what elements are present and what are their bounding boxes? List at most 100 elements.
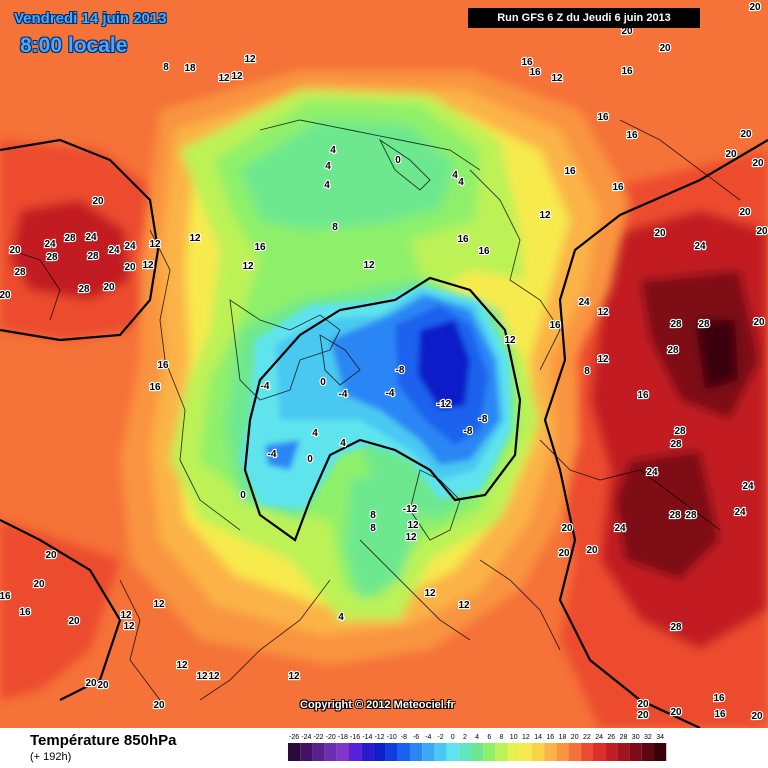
legend-swatch — [556, 743, 569, 761]
temperature-label: 16 — [521, 57, 533, 68]
isotherm-contours — [0, 138, 768, 728]
color-scale-legend: -26 -24 -22 -20 -18 -16 -14 -12 -10 -8 -6 -4 -2 0 2 4 6 8… — [288, 734, 667, 761]
legend-tick-label: 6 — [487, 734, 491, 741]
temperature-label: 12 — [244, 54, 256, 65]
temperature-label: 16 — [529, 67, 541, 78]
temperature-label: 16 — [457, 234, 469, 245]
copyright-notice: Copyright © 2012 Meteociel.fr — [300, 699, 455, 711]
legend-swatch — [312, 743, 325, 761]
temperature-label: 12 — [142, 260, 154, 271]
temperature-label: 16 — [157, 360, 169, 371]
temperature-label: 20 — [561, 523, 573, 534]
temperature-label: 28 — [46, 252, 58, 263]
legend-tick-label: 0 — [451, 734, 455, 741]
temperature-label: 8 — [370, 510, 376, 521]
temperature-label: 24 — [85, 232, 97, 243]
temperature-label: 12 — [218, 73, 230, 84]
temperature-label: 12 — [363, 260, 375, 271]
temperature-label: 16 — [637, 390, 649, 401]
temperature-label: 20 — [740, 129, 752, 140]
temperature-label: 28 — [14, 267, 26, 278]
legend-tick-label: 4 — [475, 734, 479, 741]
forecast-date: Vendredi 14 juin 2013 — [14, 10, 167, 27]
legend-swatch — [397, 743, 410, 761]
legend-swatch — [361, 743, 374, 761]
temperature-label: 24 — [694, 241, 706, 252]
temperature-label: 28 — [78, 284, 90, 295]
legend-swatch — [629, 743, 642, 761]
temperature-label: 16 — [612, 182, 624, 193]
temperature-label: 16 — [478, 246, 490, 257]
legend-swatch — [495, 743, 508, 761]
temperature-label: 20 — [751, 711, 763, 722]
temperature-label: 0 — [240, 490, 246, 501]
temperature-label: 20 — [103, 282, 115, 293]
temperature-label: 20 — [45, 550, 57, 561]
legend-tick-label: -10 — [387, 734, 397, 741]
temperature-label: 24 — [734, 507, 746, 518]
temperature-label: 16 — [714, 709, 726, 720]
legend-tick-label: -16 — [350, 734, 360, 741]
temperature-label: 24 — [614, 523, 626, 534]
lead-time: (+ 192h) — [30, 751, 72, 763]
legend-tick-label: 10 — [510, 734, 518, 741]
temperature-label: 12 — [231, 71, 243, 82]
legend-swatch — [519, 743, 532, 761]
darkest-blue-core — [418, 320, 470, 410]
temperature-label: 28 — [674, 426, 686, 437]
legend-tick-label: 34 — [656, 734, 664, 741]
temperature-label: 16 — [254, 242, 266, 253]
legend-tick-label: 22 — [583, 734, 591, 741]
legend-swatch — [507, 743, 520, 761]
legend-swatch — [544, 743, 557, 761]
temperature-label: 20 — [558, 548, 570, 559]
legend-swatch — [605, 743, 618, 761]
legend-swatch — [458, 743, 471, 761]
temperature-label: 0 — [307, 454, 313, 465]
isotherm-20-west — [0, 138, 160, 342]
legend-swatch — [580, 743, 593, 761]
legend-swatch — [336, 743, 349, 761]
temperature-label: 4 — [340, 438, 346, 449]
temperature-label: -4 — [261, 381, 270, 392]
temperature-label: 28 — [685, 510, 697, 521]
temperature-label: 4 — [338, 612, 344, 623]
temperature-label: 20 — [725, 149, 737, 160]
legend-tick-label: -26 — [289, 734, 299, 741]
temperature-label: 20 — [670, 707, 682, 718]
temperature-label: 28 — [667, 345, 679, 356]
temperature-label: 20 — [97, 680, 109, 691]
legend-swatch — [641, 743, 654, 761]
legend-tick-label: -14 — [362, 734, 372, 741]
legend-swatch — [288, 743, 301, 761]
legend-tick-label: 30 — [632, 734, 640, 741]
temperature-label: 8 — [332, 222, 338, 233]
legend-swatch — [532, 743, 545, 761]
legend-tick-label: -4 — [425, 734, 431, 741]
temperature-label: 4 — [452, 170, 458, 181]
legend-tick-label: 28 — [620, 734, 628, 741]
extreme-core — [695, 320, 738, 390]
legend-swatch — [471, 743, 484, 761]
temperature-label: 4 — [458, 177, 464, 188]
legend-swatch — [593, 743, 606, 761]
temperature-label: 20 — [659, 43, 671, 54]
temperature-label: 8 — [163, 62, 169, 73]
temperature-label: -8 — [464, 426, 473, 437]
legend-tick-label: 20 — [571, 734, 579, 741]
temperature-label: 0 — [320, 377, 326, 388]
temperature-label: 12 — [551, 73, 563, 84]
legend-tick-label: 14 — [534, 734, 542, 741]
legend-tick-label: 24 — [595, 734, 603, 741]
temperature-label: 20 — [124, 262, 136, 273]
temperature-label: 16 — [549, 320, 561, 331]
temperature-label: 12 — [189, 233, 201, 244]
temperature-label: 20 — [92, 196, 104, 207]
temperature-label: 20 — [756, 226, 768, 237]
temperature-label: 16 — [597, 112, 609, 123]
legend-swatch — [568, 743, 581, 761]
temperature-label: 24 — [44, 239, 56, 250]
temperature-label: 12 — [424, 588, 436, 599]
